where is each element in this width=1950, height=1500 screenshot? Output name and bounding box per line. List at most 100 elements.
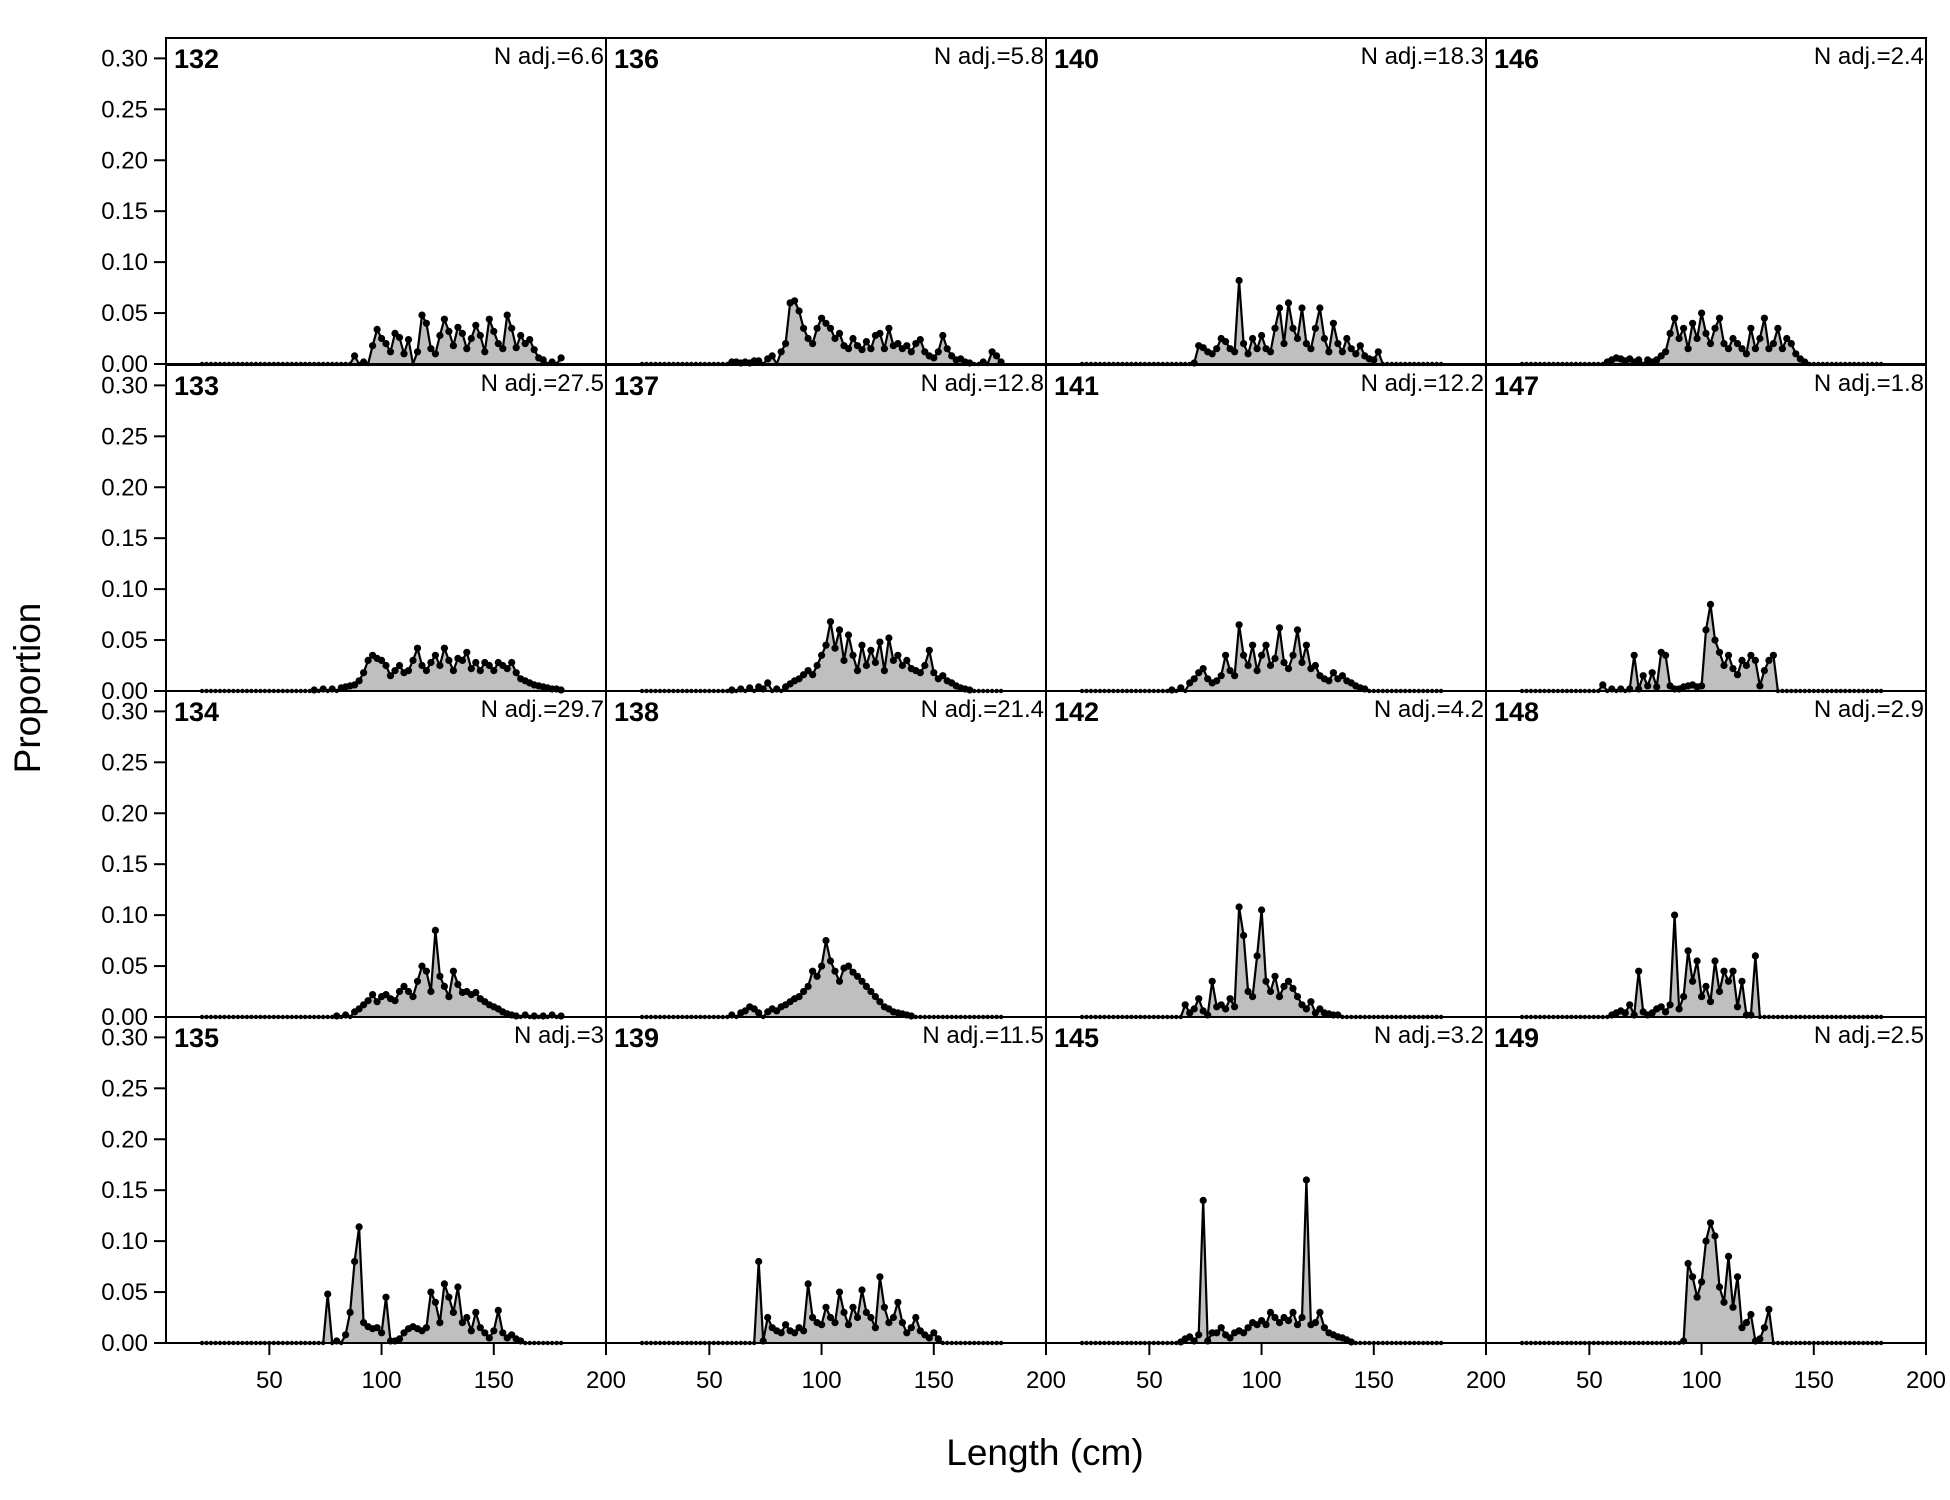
- data-point: [800, 1327, 808, 1335]
- data-point: [355, 677, 363, 685]
- data-point: [427, 658, 435, 667]
- data-point: [1724, 977, 1733, 985]
- data-point: [400, 350, 408, 358]
- data-point: [1747, 1310, 1755, 1319]
- data-point: [472, 988, 480, 997]
- data-point: [1298, 658, 1306, 667]
- data-point: [476, 1324, 484, 1332]
- data-point: [844, 345, 853, 353]
- data-point: [436, 331, 444, 340]
- data-point: [1706, 1219, 1715, 1227]
- data-point: [418, 311, 426, 319]
- data-point: [1307, 998, 1315, 1006]
- data-point: [1271, 654, 1279, 663]
- data-point: [1249, 641, 1257, 649]
- data-point: [822, 641, 830, 649]
- panel-137: 137 N adj.=12.8: [614, 370, 1044, 694]
- data-point: [1621, 1009, 1629, 1017]
- data-point: [422, 667, 430, 675]
- panel-n-adj: N adj.=2.4: [1814, 43, 1924, 70]
- data-point: [822, 1303, 830, 1311]
- panel-id: 142: [1054, 697, 1099, 727]
- data-point: [826, 1313, 835, 1322]
- panel-id: 133: [174, 371, 219, 401]
- data-point: [431, 350, 439, 358]
- y-tick-label: 0.10: [101, 249, 148, 276]
- data-point: [1316, 304, 1324, 312]
- data-point: [467, 334, 475, 343]
- panel-n-adj: N adj.=2.5: [1814, 1022, 1924, 1049]
- data-point: [809, 340, 817, 348]
- data-point: [1675, 1005, 1683, 1013]
- data-point: [1742, 1319, 1750, 1327]
- data-point: [391, 667, 399, 675]
- data-point: [894, 1298, 902, 1306]
- data-point: [1693, 1293, 1701, 1301]
- data-point: [930, 354, 938, 362]
- data-point: [903, 342, 911, 350]
- data-point: [1275, 993, 1284, 1001]
- data-point: [1235, 903, 1243, 911]
- data-point: [1765, 1305, 1773, 1313]
- data-point: [503, 665, 511, 673]
- data-point: [1774, 324, 1782, 332]
- data-point: [409, 656, 417, 665]
- data-point: [508, 658, 516, 667]
- data-point: [818, 962, 826, 970]
- data-point: [1235, 276, 1243, 285]
- data-point: [1792, 350, 1800, 358]
- x-tick-label: 50: [1136, 1367, 1163, 1394]
- data-point: [1293, 626, 1302, 634]
- data-point: [885, 1319, 893, 1327]
- data-point: [1689, 1273, 1697, 1281]
- y-tick-label: 0.30: [101, 698, 148, 725]
- data-point: [1599, 681, 1607, 689]
- data-point: [526, 336, 534, 344]
- data-point: [885, 634, 893, 642]
- data-point: [934, 348, 942, 356]
- data-point: [804, 1280, 812, 1288]
- data-point: [418, 962, 426, 970]
- data-point: [499, 1329, 507, 1337]
- data-point: [472, 321, 480, 329]
- x-tick-label: 150: [474, 1367, 514, 1394]
- data-point: [1217, 1324, 1225, 1332]
- data-point: [1702, 329, 1710, 337]
- panel-n-adj: N adj.=2.9: [1814, 696, 1924, 723]
- data-point: [1356, 342, 1364, 350]
- data-point: [849, 651, 857, 659]
- data-point: [1738, 977, 1746, 985]
- panel-n-adj: N adj.=21.4: [921, 696, 1044, 723]
- data-point: [925, 646, 933, 654]
- data-point: [413, 644, 422, 652]
- data-point: [355, 1223, 363, 1231]
- data-point: [791, 297, 799, 305]
- data-point: [1689, 319, 1697, 327]
- data-point: [818, 314, 826, 322]
- data-point: [508, 324, 516, 332]
- data-point: [494, 340, 502, 348]
- panel-132: 132 N adj.=6.6: [174, 43, 604, 367]
- data-point: [831, 334, 839, 343]
- data-point: [1190, 675, 1198, 683]
- data-point: [422, 967, 430, 975]
- data-point: [1284, 1317, 1293, 1325]
- data-point: [409, 993, 417, 1001]
- data-point: [858, 641, 866, 649]
- data-point: [436, 972, 444, 980]
- data-point: [782, 1321, 790, 1329]
- data-point: [1253, 667, 1261, 675]
- data-point: [871, 658, 880, 667]
- data-point: [1689, 977, 1697, 985]
- data-point: [382, 661, 390, 670]
- data-point: [1733, 1273, 1742, 1281]
- data-point: [1742, 350, 1750, 358]
- y-tick-label: 0.25: [101, 749, 148, 776]
- data-point: [818, 651, 826, 659]
- data-point: [485, 1334, 493, 1342]
- data-point: [1738, 345, 1746, 353]
- panel-n-adj: N adj.=3: [514, 1022, 604, 1049]
- series-area: [202, 648, 562, 691]
- y-tick-label: 0.05: [101, 300, 148, 327]
- data-point: [472, 1308, 480, 1316]
